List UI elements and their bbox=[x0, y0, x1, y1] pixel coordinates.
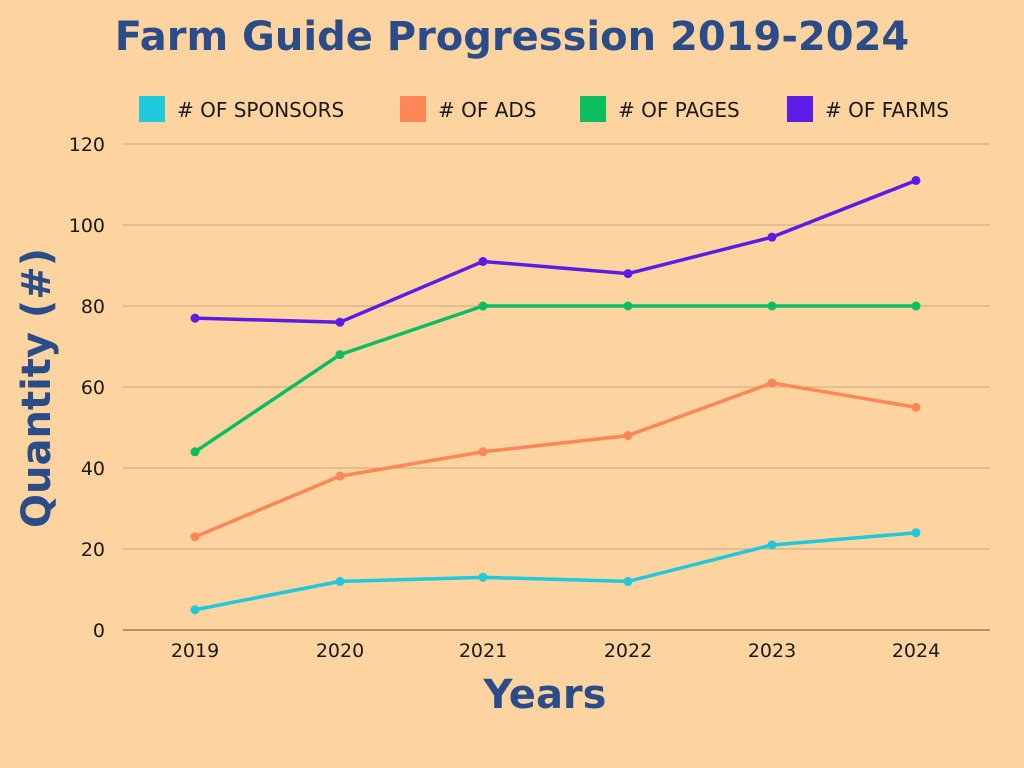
data-point bbox=[911, 175, 921, 185]
y-tick-label: 80 bbox=[81, 296, 105, 318]
y-tick-label: 40 bbox=[81, 458, 105, 480]
series-line bbox=[193, 381, 918, 539]
y-tick-label: 100 bbox=[69, 215, 105, 237]
series-line bbox=[193, 178, 918, 324]
legend-swatch bbox=[400, 96, 426, 122]
data-point bbox=[767, 378, 777, 388]
data-point bbox=[623, 431, 633, 441]
data-point bbox=[623, 301, 633, 311]
y-tick-label: 120 bbox=[69, 134, 105, 156]
x-tick-label: 2024 bbox=[892, 640, 940, 662]
data-point bbox=[190, 313, 200, 323]
data-point bbox=[767, 232, 777, 242]
x-axis-ticks: 2019 2020 2021 2022 2023 2024 bbox=[171, 640, 940, 662]
y-tick-label: 0 bbox=[93, 620, 105, 642]
x-tick-label: 2023 bbox=[748, 640, 796, 662]
x-tick-label: 2022 bbox=[604, 640, 652, 662]
data-point bbox=[767, 540, 777, 550]
data-point bbox=[190, 447, 200, 457]
legend-swatch bbox=[139, 96, 165, 122]
data-point bbox=[478, 256, 488, 266]
y-axis-title: Quantity (#) bbox=[14, 248, 60, 528]
data-point bbox=[911, 528, 921, 538]
legend-swatch bbox=[580, 96, 606, 122]
data-point bbox=[335, 350, 345, 360]
data-point bbox=[335, 576, 345, 586]
legend-label: # OF PAGES bbox=[618, 98, 740, 122]
data-point bbox=[478, 572, 488, 582]
series-line bbox=[193, 304, 918, 454]
legend: # OF SPONSORS # OF ADS # OF PAGES # OF FARM… bbox=[139, 96, 949, 122]
data-point bbox=[623, 269, 633, 279]
gridlines bbox=[123, 143, 990, 631]
series-lines bbox=[190, 175, 921, 615]
legend-swatch bbox=[787, 96, 813, 122]
y-tick-label: 60 bbox=[81, 377, 105, 399]
data-point bbox=[911, 301, 921, 311]
series-line bbox=[193, 531, 918, 612]
y-tick-label: 20 bbox=[81, 539, 105, 561]
data-point bbox=[767, 301, 777, 311]
data-point bbox=[190, 532, 200, 542]
data-point bbox=[911, 402, 921, 412]
x-tick-label: 2019 bbox=[171, 640, 219, 662]
chart-title: Farm Guide Progression 2019-2024 bbox=[115, 14, 910, 60]
legend-label: # OF ADS bbox=[438, 98, 537, 122]
x-tick-label: 2021 bbox=[459, 640, 507, 662]
data-point bbox=[478, 301, 488, 311]
data-point bbox=[335, 471, 345, 481]
x-axis-title: Years bbox=[483, 672, 607, 718]
data-point bbox=[478, 447, 488, 457]
legend-label: # OF SPONSORS bbox=[177, 98, 344, 122]
y-axis-ticks: 0 20 40 60 80 100 120 bbox=[69, 134, 105, 642]
data-point bbox=[190, 605, 200, 615]
legend-label: # OF FARMS bbox=[825, 98, 949, 122]
data-point bbox=[623, 576, 633, 586]
x-tick-label: 2020 bbox=[316, 640, 364, 662]
data-point bbox=[335, 317, 345, 327]
